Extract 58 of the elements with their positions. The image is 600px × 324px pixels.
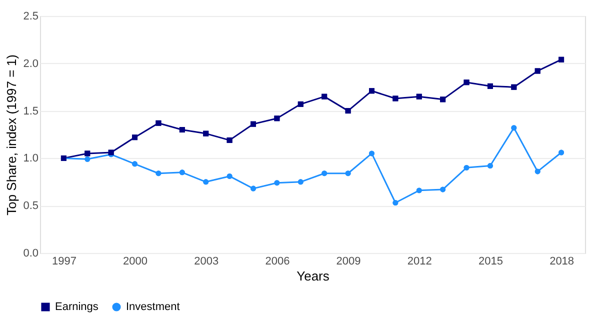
point: [84, 150, 90, 156]
x-tick-label: 1997: [52, 256, 76, 268]
point: [298, 179, 304, 185]
point: [274, 116, 280, 122]
point: [558, 150, 564, 156]
point: [487, 83, 493, 89]
point: [511, 125, 517, 131]
point: [156, 170, 162, 176]
point: [179, 127, 185, 132]
x-tick-label: 2012: [407, 256, 432, 268]
y-tick-label: 1.5: [23, 105, 38, 118]
point: [392, 96, 398, 102]
y-axis-title: Top Share, index (1997 = 1): [4, 54, 20, 216]
point: [534, 68, 540, 74]
point: [440, 186, 446, 192]
point: [226, 173, 232, 179]
point: [84, 156, 90, 162]
point: [322, 94, 328, 100]
point: [558, 56, 564, 62]
y-tick-label: 1.0: [23, 152, 38, 165]
y-tick-label: 2.5: [23, 10, 38, 22]
point: [464, 164, 470, 170]
x-tick-label: 2000: [123, 256, 148, 268]
point: [487, 163, 493, 169]
legend-label: Investment: [126, 300, 180, 313]
point: [369, 88, 374, 94]
point: [226, 137, 232, 143]
point: [274, 180, 280, 186]
point: [298, 101, 304, 107]
y-tick-label: 0.5: [23, 200, 38, 212]
x-tick-label: 2009: [336, 256, 361, 268]
y-tick-label: 2.0: [23, 58, 38, 70]
point: [534, 168, 540, 174]
point: [179, 170, 185, 176]
point: [416, 188, 422, 194]
point: [369, 150, 374, 156]
point: [250, 186, 256, 192]
x-axis-title: Years: [296, 268, 330, 284]
point: [440, 96, 446, 102]
point: [322, 170, 328, 176]
point: [345, 108, 351, 114]
point: [132, 134, 138, 140]
point: [464, 80, 470, 86]
x-tick-label: 2015: [478, 256, 503, 268]
point: [416, 94, 422, 100]
x-tick-label: 2018: [550, 256, 574, 268]
point: [345, 170, 351, 176]
point: [250, 121, 256, 127]
point: [203, 179, 209, 185]
point: [203, 130, 209, 136]
y-tick-label: 0.0: [23, 248, 38, 260]
point: [392, 200, 398, 206]
point: [511, 84, 517, 90]
point: [156, 120, 162, 126]
point: [132, 161, 138, 167]
x-tick-label: 2006: [265, 256, 290, 268]
legend-label: Earnings: [55, 300, 99, 313]
x-tick-label: 2003: [194, 256, 219, 268]
